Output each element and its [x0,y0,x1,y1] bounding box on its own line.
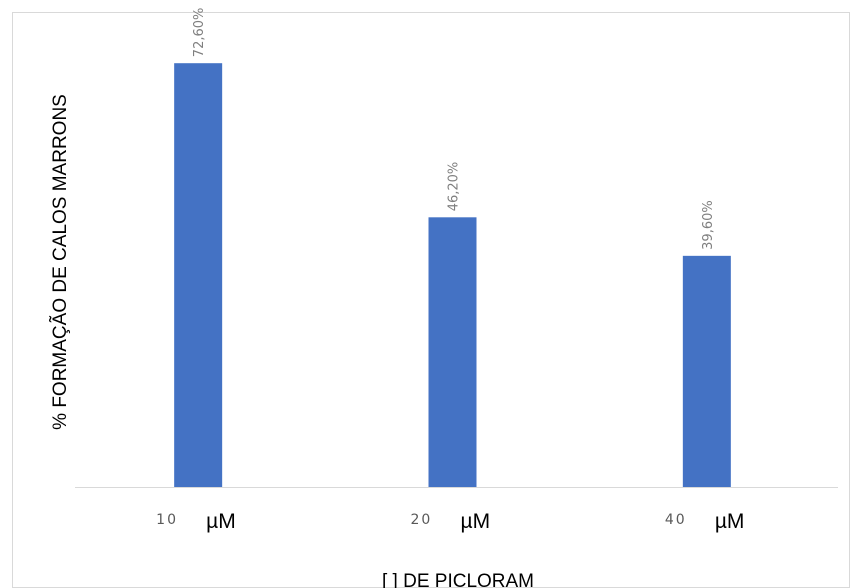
tick-label-20: 20 [411,512,433,528]
unit-label-20: µM [461,510,491,533]
tick-label-40: 40 [665,512,687,528]
tick-label-10: 10 [156,512,178,528]
data-label-20: 46,20% [447,162,462,212]
x-axis-title: [ ] DE PICLORAM [382,571,534,588]
unit-label-10: µM [206,510,236,533]
data-label-10: 72,60% [192,8,207,58]
bar-20 [428,217,477,487]
bar-10 [174,63,223,487]
unit-label-40: µM [715,510,745,533]
data-label-40: 39,60% [701,200,716,250]
bar-40 [682,255,731,487]
labels-layer: 72,60% 10 µM 46,20% 20 µM 39,60% 40 µM [156,8,744,533]
bars-layer [174,63,731,487]
y-axis-title: % FORMAÇÃO DE CALOS MARRONS [49,94,71,430]
